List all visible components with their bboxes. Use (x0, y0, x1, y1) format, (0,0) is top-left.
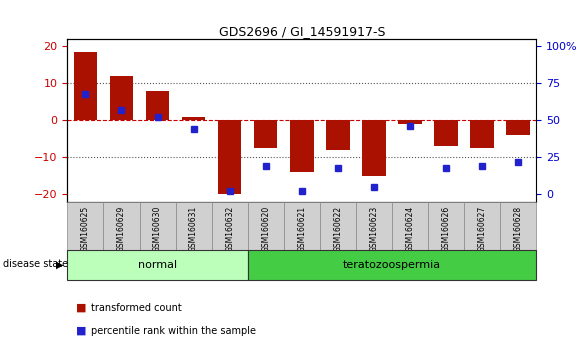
Bar (506, 120, 530, 135)
Text: normal: normal (138, 259, 177, 270)
Bar (104, 202, 139, 250)
Text: GSM160623: GSM160623 (369, 206, 379, 252)
Text: GSM160629: GSM160629 (117, 206, 126, 252)
Text: transformed count: transformed count (91, 303, 182, 313)
Bar (362, 120, 386, 176)
Text: GSM160620: GSM160620 (261, 206, 270, 252)
Bar (434, 120, 458, 146)
Text: percentile rank within the sample: percentile rank within the sample (91, 326, 256, 336)
Bar (471, 120, 494, 148)
Bar (284, 202, 320, 250)
Bar (110, 76, 133, 120)
Text: GSM160632: GSM160632 (225, 206, 234, 252)
Bar (182, 118, 205, 120)
Bar (392, 202, 428, 250)
Text: GSM160627: GSM160627 (478, 206, 486, 252)
Bar (398, 120, 422, 124)
Bar (218, 120, 241, 194)
Bar (176, 202, 212, 250)
Bar (139, 202, 176, 250)
Text: teratozoospermia: teratozoospermia (343, 259, 441, 270)
Text: GSM160628: GSM160628 (514, 206, 523, 252)
Text: GSM160622: GSM160622 (333, 206, 342, 252)
Bar (67, 250, 248, 280)
Bar (290, 120, 314, 172)
Bar (464, 202, 500, 250)
Text: GSM160631: GSM160631 (189, 206, 198, 252)
Bar (326, 120, 350, 150)
Bar (428, 202, 464, 250)
Text: GSM160630: GSM160630 (153, 206, 162, 252)
Bar (67, 202, 104, 250)
Text: ■: ■ (76, 326, 87, 336)
Bar (500, 202, 536, 250)
Bar (254, 120, 277, 148)
Bar (356, 202, 392, 250)
Bar (212, 202, 248, 250)
Text: ■: ■ (76, 303, 87, 313)
Bar (248, 202, 284, 250)
Text: GSM160624: GSM160624 (406, 206, 414, 252)
Bar (74, 52, 97, 120)
Text: disease state: disease state (3, 259, 68, 269)
Bar (248, 250, 536, 280)
Title: GDS2696 / GI_14591917-S: GDS2696 / GI_14591917-S (219, 25, 385, 38)
Bar (320, 202, 356, 250)
Text: GSM160626: GSM160626 (441, 206, 451, 252)
Text: ▶: ▶ (56, 259, 64, 269)
Text: GSM160621: GSM160621 (297, 206, 306, 252)
Bar (146, 91, 169, 120)
Text: GSM160625: GSM160625 (81, 206, 90, 252)
